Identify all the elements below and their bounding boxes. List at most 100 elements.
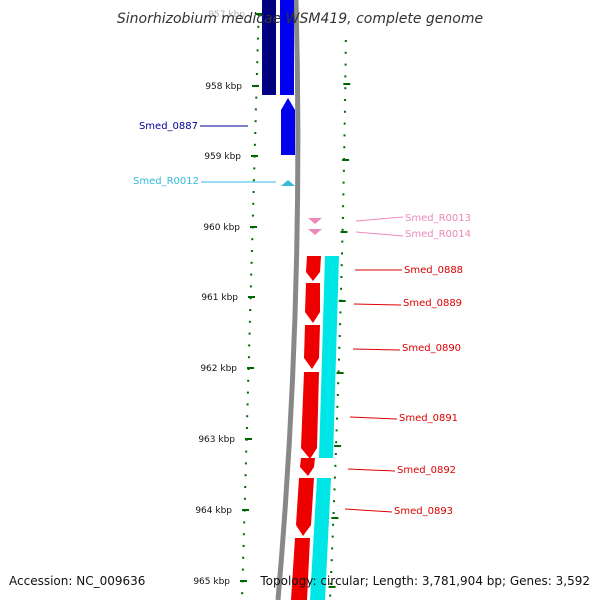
ruler-dot bbox=[255, 96, 258, 99]
gene-label[interactable]: Smed_0887 bbox=[139, 121, 198, 132]
gene-label[interactable]: Smed_0893 bbox=[394, 506, 453, 517]
right-dot bbox=[343, 134, 346, 137]
right-dot bbox=[344, 63, 347, 66]
ruler-dot bbox=[249, 309, 252, 311]
ruler-dot bbox=[257, 25, 260, 28]
right-dot bbox=[335, 441, 338, 444]
gene-arrow-smed-0892[interactable] bbox=[300, 458, 315, 476]
right-dash bbox=[342, 159, 350, 161]
ruler-label: 958 kbp bbox=[205, 82, 242, 92]
right-dot bbox=[343, 122, 346, 125]
right-dot bbox=[336, 394, 339, 396]
ruler-dot bbox=[245, 427, 248, 429]
forward-cds-block bbox=[280, 0, 294, 95]
right-dot bbox=[344, 51, 347, 54]
right-dot bbox=[337, 382, 340, 385]
gene-label[interactable]: Smed_0889 bbox=[403, 298, 462, 309]
right-dot bbox=[333, 488, 336, 491]
gene-arrow-smed-r0013[interactable] bbox=[308, 218, 322, 224]
right-dash bbox=[336, 372, 344, 374]
right-dot bbox=[334, 464, 337, 467]
right-dot bbox=[337, 370, 340, 373]
ruler-major-tick bbox=[255, 13, 262, 15]
gene-arrow-smed-0887[interactable] bbox=[281, 98, 295, 155]
right-dot bbox=[331, 547, 334, 550]
gene-leader-line bbox=[355, 216, 404, 222]
ruler-major-tick bbox=[245, 438, 252, 440]
ruler-label: 962 kbp bbox=[200, 364, 237, 374]
ruler-dot bbox=[246, 403, 249, 406]
cyan-block-1 bbox=[319, 256, 339, 458]
ruler-dot bbox=[242, 545, 245, 547]
ruler-major-tick bbox=[240, 580, 247, 582]
gene-label[interactable]: Smed_R0012 bbox=[133, 176, 199, 187]
gene-label[interactable]: Smed_R0013 bbox=[405, 213, 471, 224]
ruler-label: 957 kbp bbox=[208, 10, 245, 20]
gene-arrow-smed-0888[interactable] bbox=[306, 256, 321, 281]
ruler-dot bbox=[245, 450, 248, 453]
gene-label[interactable]: Smed_0888 bbox=[404, 265, 463, 276]
right-dot bbox=[343, 146, 346, 149]
gene-arrow-smed-0889[interactable] bbox=[305, 283, 320, 323]
ruler-dot bbox=[254, 120, 257, 123]
right-dot bbox=[329, 582, 332, 585]
right-dash bbox=[331, 517, 339, 519]
right-dash bbox=[338, 300, 346, 302]
ruler-major-tick bbox=[242, 509, 249, 511]
gene-arrow-smed-r0014[interactable] bbox=[308, 229, 322, 235]
ruler-dot bbox=[253, 143, 256, 146]
ruler-dot bbox=[248, 332, 251, 335]
ruler-dot bbox=[244, 462, 247, 465]
right-dot bbox=[338, 346, 341, 349]
ruler-dot bbox=[256, 61, 259, 64]
ruler-dot bbox=[251, 214, 254, 217]
backbone-outer bbox=[275, 0, 301, 600]
gene-leader-line bbox=[344, 508, 393, 513]
right-dot bbox=[332, 523, 335, 526]
right-dot bbox=[341, 240, 344, 243]
right-dot bbox=[341, 252, 343, 255]
forward-cds-dark-block bbox=[262, 0, 276, 95]
gene-arrow-smed-0890[interactable] bbox=[304, 325, 320, 369]
ruler-dot bbox=[242, 533, 245, 536]
ruler-dot bbox=[252, 202, 255, 205]
ruler-major-tick bbox=[248, 296, 255, 298]
right-dot bbox=[333, 476, 336, 479]
gene-label[interactable]: Smed_0892 bbox=[397, 465, 456, 476]
right-dash bbox=[328, 586, 336, 588]
ruler-dot bbox=[250, 261, 253, 264]
right-dot bbox=[338, 358, 340, 361]
ruler-dot bbox=[248, 320, 251, 323]
gene-arrow-smed-r0012[interactable] bbox=[281, 180, 295, 186]
ruler-dot bbox=[241, 592, 244, 595]
right-dot bbox=[344, 99, 347, 101]
right-dot bbox=[342, 169, 345, 172]
gene-arrow-smed-0893[interactable] bbox=[296, 478, 314, 536]
ruler-dot bbox=[247, 379, 250, 382]
right-dot bbox=[344, 75, 347, 78]
right-dot bbox=[342, 181, 345, 184]
topology-summary: Topology: circular; Length: 3,781,904 bp… bbox=[260, 574, 590, 588]
gene-label[interactable]: Smed_0891 bbox=[399, 413, 458, 424]
gene-leader-line bbox=[355, 231, 404, 237]
right-dot bbox=[330, 571, 333, 573]
ruler-dot bbox=[246, 391, 249, 394]
ruler-dot bbox=[244, 474, 247, 477]
ruler-dot bbox=[243, 497, 246, 500]
ruler-dot bbox=[252, 191, 255, 193]
gene-arrow-smed-0891[interactable] bbox=[301, 372, 319, 459]
right-dash bbox=[343, 83, 351, 85]
gene-arrow-next bbox=[291, 538, 310, 600]
ruler-label: 959 kbp bbox=[204, 152, 241, 162]
gene-leader-line bbox=[347, 468, 396, 472]
right-dot bbox=[332, 512, 335, 514]
gene-label[interactable]: Smed_R0014 bbox=[405, 229, 471, 240]
right-dash bbox=[340, 231, 348, 233]
gene-label[interactable]: Smed_0890 bbox=[402, 343, 461, 354]
right-dot bbox=[336, 405, 339, 408]
gene-leader-line bbox=[352, 348, 401, 351]
ruler-label: 964 kbp bbox=[195, 506, 232, 516]
right-dot bbox=[341, 228, 344, 231]
right-dot bbox=[342, 205, 345, 208]
